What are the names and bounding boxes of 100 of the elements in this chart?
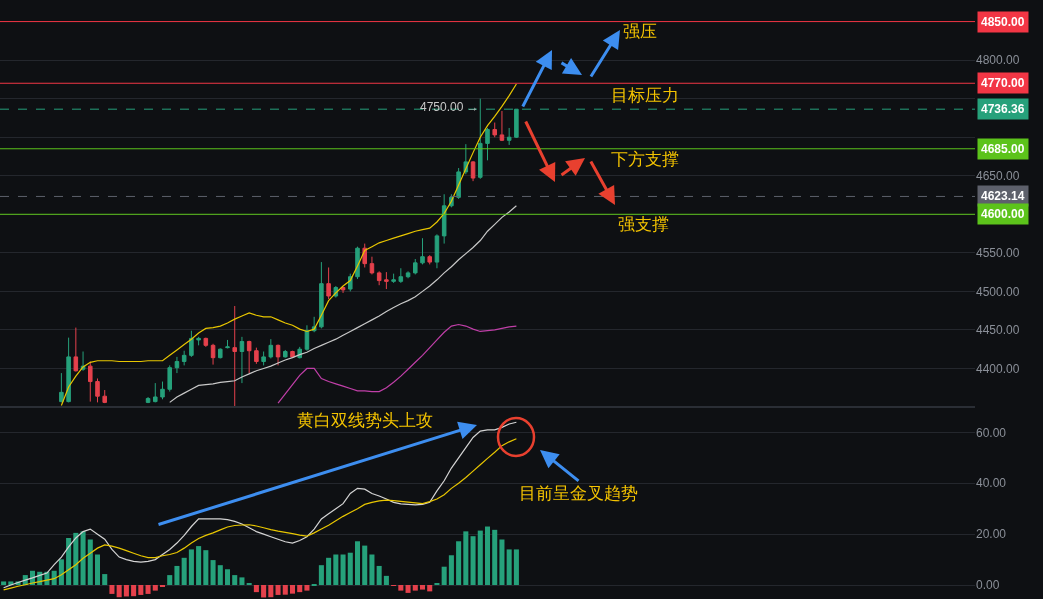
bar <box>412 585 418 591</box>
candlestick <box>73 327 79 373</box>
candlestick <box>210 343 216 366</box>
bar <box>145 585 151 594</box>
line-series <box>277 323 517 404</box>
bar <box>354 541 361 586</box>
candlestick <box>145 396 151 404</box>
candlestick <box>499 110 505 142</box>
candlestick <box>391 273 396 284</box>
bar <box>326 557 332 586</box>
candlestick <box>319 261 324 329</box>
y-tick-label: 4800.00 <box>976 53 1020 68</box>
candlestick <box>232 305 237 407</box>
candlestick <box>326 266 331 300</box>
annotation: 目标压力 <box>611 86 679 105</box>
ref-line-label: 4600.00 <box>981 207 1025 221</box>
candlestick <box>405 270 411 279</box>
annotation: 4750.00 → <box>420 100 479 114</box>
bar <box>419 585 426 590</box>
y-tick-label: 60.00 <box>976 425 1007 440</box>
candlestick <box>181 350 187 366</box>
candlestick <box>506 127 512 146</box>
candlestick <box>369 256 375 275</box>
y-tick-label: 4500.00 <box>976 284 1020 299</box>
bar <box>94 554 101 586</box>
bar <box>203 550 209 586</box>
candlestick <box>239 336 245 384</box>
candlestick <box>340 287 346 294</box>
bar <box>261 585 267 598</box>
bar <box>232 575 238 586</box>
bar <box>448 555 454 586</box>
candlestick <box>283 349 288 359</box>
bar <box>253 585 259 593</box>
bar <box>318 565 324 586</box>
bar <box>513 549 519 586</box>
bar <box>246 582 252 586</box>
bar <box>506 549 512 586</box>
annotation: 强压 <box>623 22 657 41</box>
candlestick <box>355 246 360 280</box>
bar <box>66 537 72 586</box>
candlestick <box>254 347 259 365</box>
bar <box>210 560 216 586</box>
candlestick <box>427 254 432 265</box>
bar <box>80 531 86 586</box>
candlestick <box>384 271 389 290</box>
candlestick <box>398 267 404 284</box>
ref-line-label: 4736.36 <box>981 102 1025 116</box>
candlestick <box>304 324 310 352</box>
candlestick <box>441 193 447 245</box>
bar <box>73 532 79 586</box>
candlestick <box>492 122 497 138</box>
candlestick <box>88 361 93 403</box>
bar <box>297 585 303 593</box>
bar <box>131 585 137 597</box>
y-tick-label: 40.00 <box>976 476 1007 491</box>
bar <box>304 585 310 591</box>
y-tick-label: 4450.00 <box>976 323 1020 338</box>
candlestick <box>218 347 223 359</box>
bar <box>347 552 353 586</box>
candlestick <box>225 339 230 349</box>
bar <box>268 585 274 598</box>
bar <box>477 530 483 586</box>
bar <box>398 585 404 591</box>
candlestick <box>203 337 209 348</box>
bar <box>282 585 288 595</box>
y-tick-label: 0.00 <box>976 578 1000 593</box>
bar <box>499 539 505 586</box>
bar <box>87 539 93 586</box>
candlestick <box>420 237 425 265</box>
bar <box>369 554 375 586</box>
bar <box>441 566 447 586</box>
candlestick <box>174 356 180 374</box>
bar <box>224 569 231 586</box>
bar <box>196 546 202 586</box>
bar <box>109 585 115 594</box>
candlestick <box>59 372 64 403</box>
bar <box>102 574 108 586</box>
bar <box>463 531 469 586</box>
bar <box>289 585 296 594</box>
bar <box>456 541 462 586</box>
candlestick <box>434 233 440 269</box>
annotation: 下方支撑 <box>611 150 679 169</box>
ref-line-label: 4770.00 <box>981 76 1025 90</box>
bar <box>239 577 245 586</box>
candlestick <box>470 160 476 182</box>
candlestick <box>153 382 158 403</box>
bar <box>138 585 144 595</box>
candlestick <box>95 377 100 403</box>
candlestick <box>167 364 172 393</box>
bar <box>470 536 476 586</box>
ref-line-label: 4623.14 <box>981 189 1025 203</box>
line-series <box>169 205 517 403</box>
bar <box>362 545 368 586</box>
candlestick <box>261 351 266 366</box>
y-tick-label: 20.00 <box>976 527 1007 542</box>
bar <box>405 585 411 593</box>
bar <box>376 565 382 586</box>
bar <box>434 582 440 586</box>
bar <box>484 526 491 586</box>
annotation: 强支撑 <box>618 215 669 234</box>
